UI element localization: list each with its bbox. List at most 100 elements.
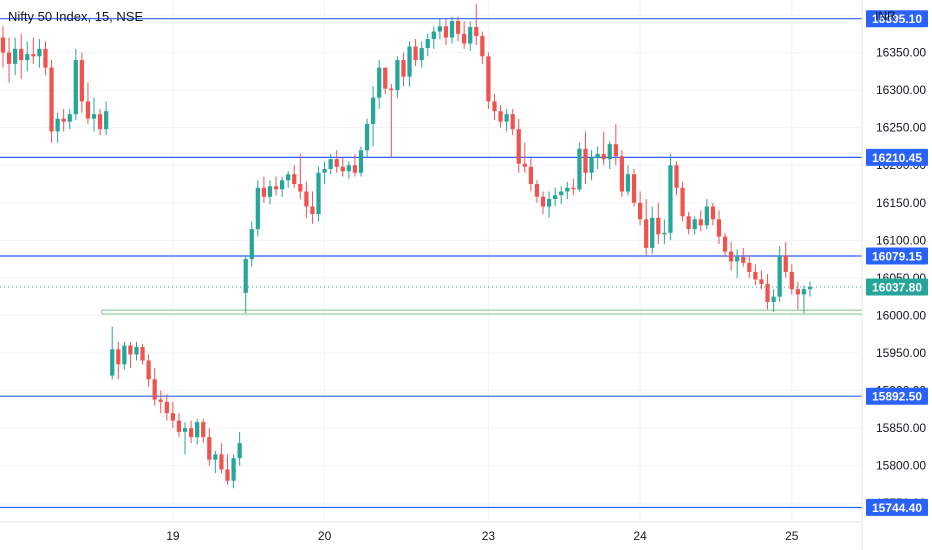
last-price-tag: 16037.80 bbox=[866, 278, 928, 296]
candle-body bbox=[528, 166, 534, 185]
candle-body bbox=[371, 97, 376, 124]
candle-body bbox=[231, 458, 236, 481]
candle-up bbox=[377, 60, 382, 109]
candle-body bbox=[807, 286, 813, 290]
candle-down bbox=[510, 108, 515, 136]
candle-down bbox=[201, 419, 206, 444]
candle-body bbox=[759, 279, 764, 284]
support-zone[interactable] bbox=[101, 309, 863, 315]
candle-down bbox=[498, 105, 503, 128]
candle-down bbox=[304, 181, 309, 218]
candle-body bbox=[716, 219, 722, 237]
candle-body bbox=[583, 148, 588, 173]
candle-down bbox=[601, 131, 606, 166]
candle-body bbox=[273, 186, 279, 190]
candle-up bbox=[237, 431, 242, 466]
candle-body bbox=[182, 428, 188, 432]
candle-body bbox=[728, 251, 734, 262]
level-price-tag: 16395.10 bbox=[866, 10, 928, 28]
candle-up bbox=[589, 150, 594, 181]
candle-body bbox=[322, 168, 327, 173]
candle-down bbox=[146, 354, 151, 387]
candle-up bbox=[807, 281, 813, 297]
candle-body bbox=[431, 31, 436, 40]
candle-down bbox=[480, 31, 485, 64]
candle-body bbox=[225, 469, 230, 481]
level-price-tag-bg bbox=[866, 387, 928, 405]
candle-up bbox=[231, 454, 236, 489]
candle-down bbox=[644, 199, 649, 256]
chart-title: Nifty 50 Index, 15, NSE bbox=[8, 9, 144, 24]
candle-up bbox=[395, 56, 400, 98]
candle-body bbox=[686, 216, 691, 230]
level-price-tag-text: 16079.15 bbox=[872, 250, 922, 264]
candle-body bbox=[534, 184, 540, 197]
last-price-tag-text: 16037.80 bbox=[872, 281, 922, 295]
candle-down bbox=[686, 211, 691, 235]
candle-down bbox=[340, 157, 345, 177]
candle-down bbox=[534, 180, 540, 203]
candle-up bbox=[73, 48, 78, 121]
price-tick-label: 15800.00 bbox=[876, 459, 926, 473]
time-tick-label: 20 bbox=[318, 529, 332, 543]
candle-body bbox=[316, 172, 321, 215]
candle-up bbox=[104, 101, 109, 136]
candle-body bbox=[522, 163, 527, 167]
candle-down bbox=[61, 108, 66, 132]
candle-body bbox=[49, 67, 54, 132]
price-axis[interactable]: 15750.0015800.0015850.0015900.0015950.00… bbox=[861, 0, 926, 550]
candle-body bbox=[613, 144, 618, 157]
time-axis[interactable]: 192023242526 bbox=[0, 521, 932, 543]
candle-body bbox=[110, 349, 115, 376]
candle-up bbox=[371, 86, 376, 147]
candle-body bbox=[304, 191, 309, 207]
candle-body bbox=[662, 232, 667, 235]
candle-up bbox=[425, 33, 430, 57]
candle-body bbox=[771, 296, 776, 302]
candle-body bbox=[43, 48, 48, 68]
candle-down bbox=[722, 232, 728, 257]
candle-up bbox=[195, 419, 200, 445]
candle-down bbox=[716, 210, 722, 245]
candle-body bbox=[104, 111, 109, 130]
candle-body bbox=[170, 413, 176, 421]
candle-up bbox=[267, 180, 273, 205]
candle-down bbox=[528, 157, 534, 192]
candle-body bbox=[334, 159, 339, 167]
candle-down bbox=[79, 52, 85, 113]
candle-body bbox=[37, 48, 42, 57]
candle-body bbox=[0, 37, 6, 53]
candle-body bbox=[474, 27, 479, 37]
candle-body bbox=[698, 219, 703, 226]
candle-body bbox=[735, 256, 740, 262]
level-price-tag: 15744.40 bbox=[866, 498, 928, 516]
level-price-tag: 15892.50 bbox=[866, 387, 928, 405]
candle-up bbox=[286, 171, 291, 188]
candle-up bbox=[122, 341, 127, 370]
candle-body bbox=[328, 159, 333, 169]
candle-up bbox=[243, 255, 248, 314]
candle-body bbox=[249, 229, 254, 260]
level-price-tag-text: 15892.50 bbox=[872, 390, 922, 404]
candle-body bbox=[146, 360, 151, 380]
candle-body bbox=[340, 166, 345, 172]
level-price-tag-bg bbox=[866, 148, 928, 166]
candle-down bbox=[516, 118, 521, 173]
candle-up bbox=[55, 112, 60, 143]
time-tick-label: 23 bbox=[482, 529, 496, 543]
horizontal-levels[interactable] bbox=[0, 18, 863, 509]
time-tick-label: 25 bbox=[785, 529, 799, 543]
candle-body bbox=[164, 401, 169, 414]
candle-body bbox=[73, 60, 78, 115]
candle-body bbox=[674, 165, 679, 188]
candle-down bbox=[728, 241, 734, 271]
candle-body bbox=[480, 36, 485, 57]
candle-down bbox=[637, 191, 643, 226]
candle-body bbox=[455, 21, 461, 34]
candle-body bbox=[158, 399, 163, 402]
candle-down bbox=[292, 165, 297, 188]
candle-body bbox=[692, 219, 697, 230]
candle-body bbox=[176, 420, 182, 432]
